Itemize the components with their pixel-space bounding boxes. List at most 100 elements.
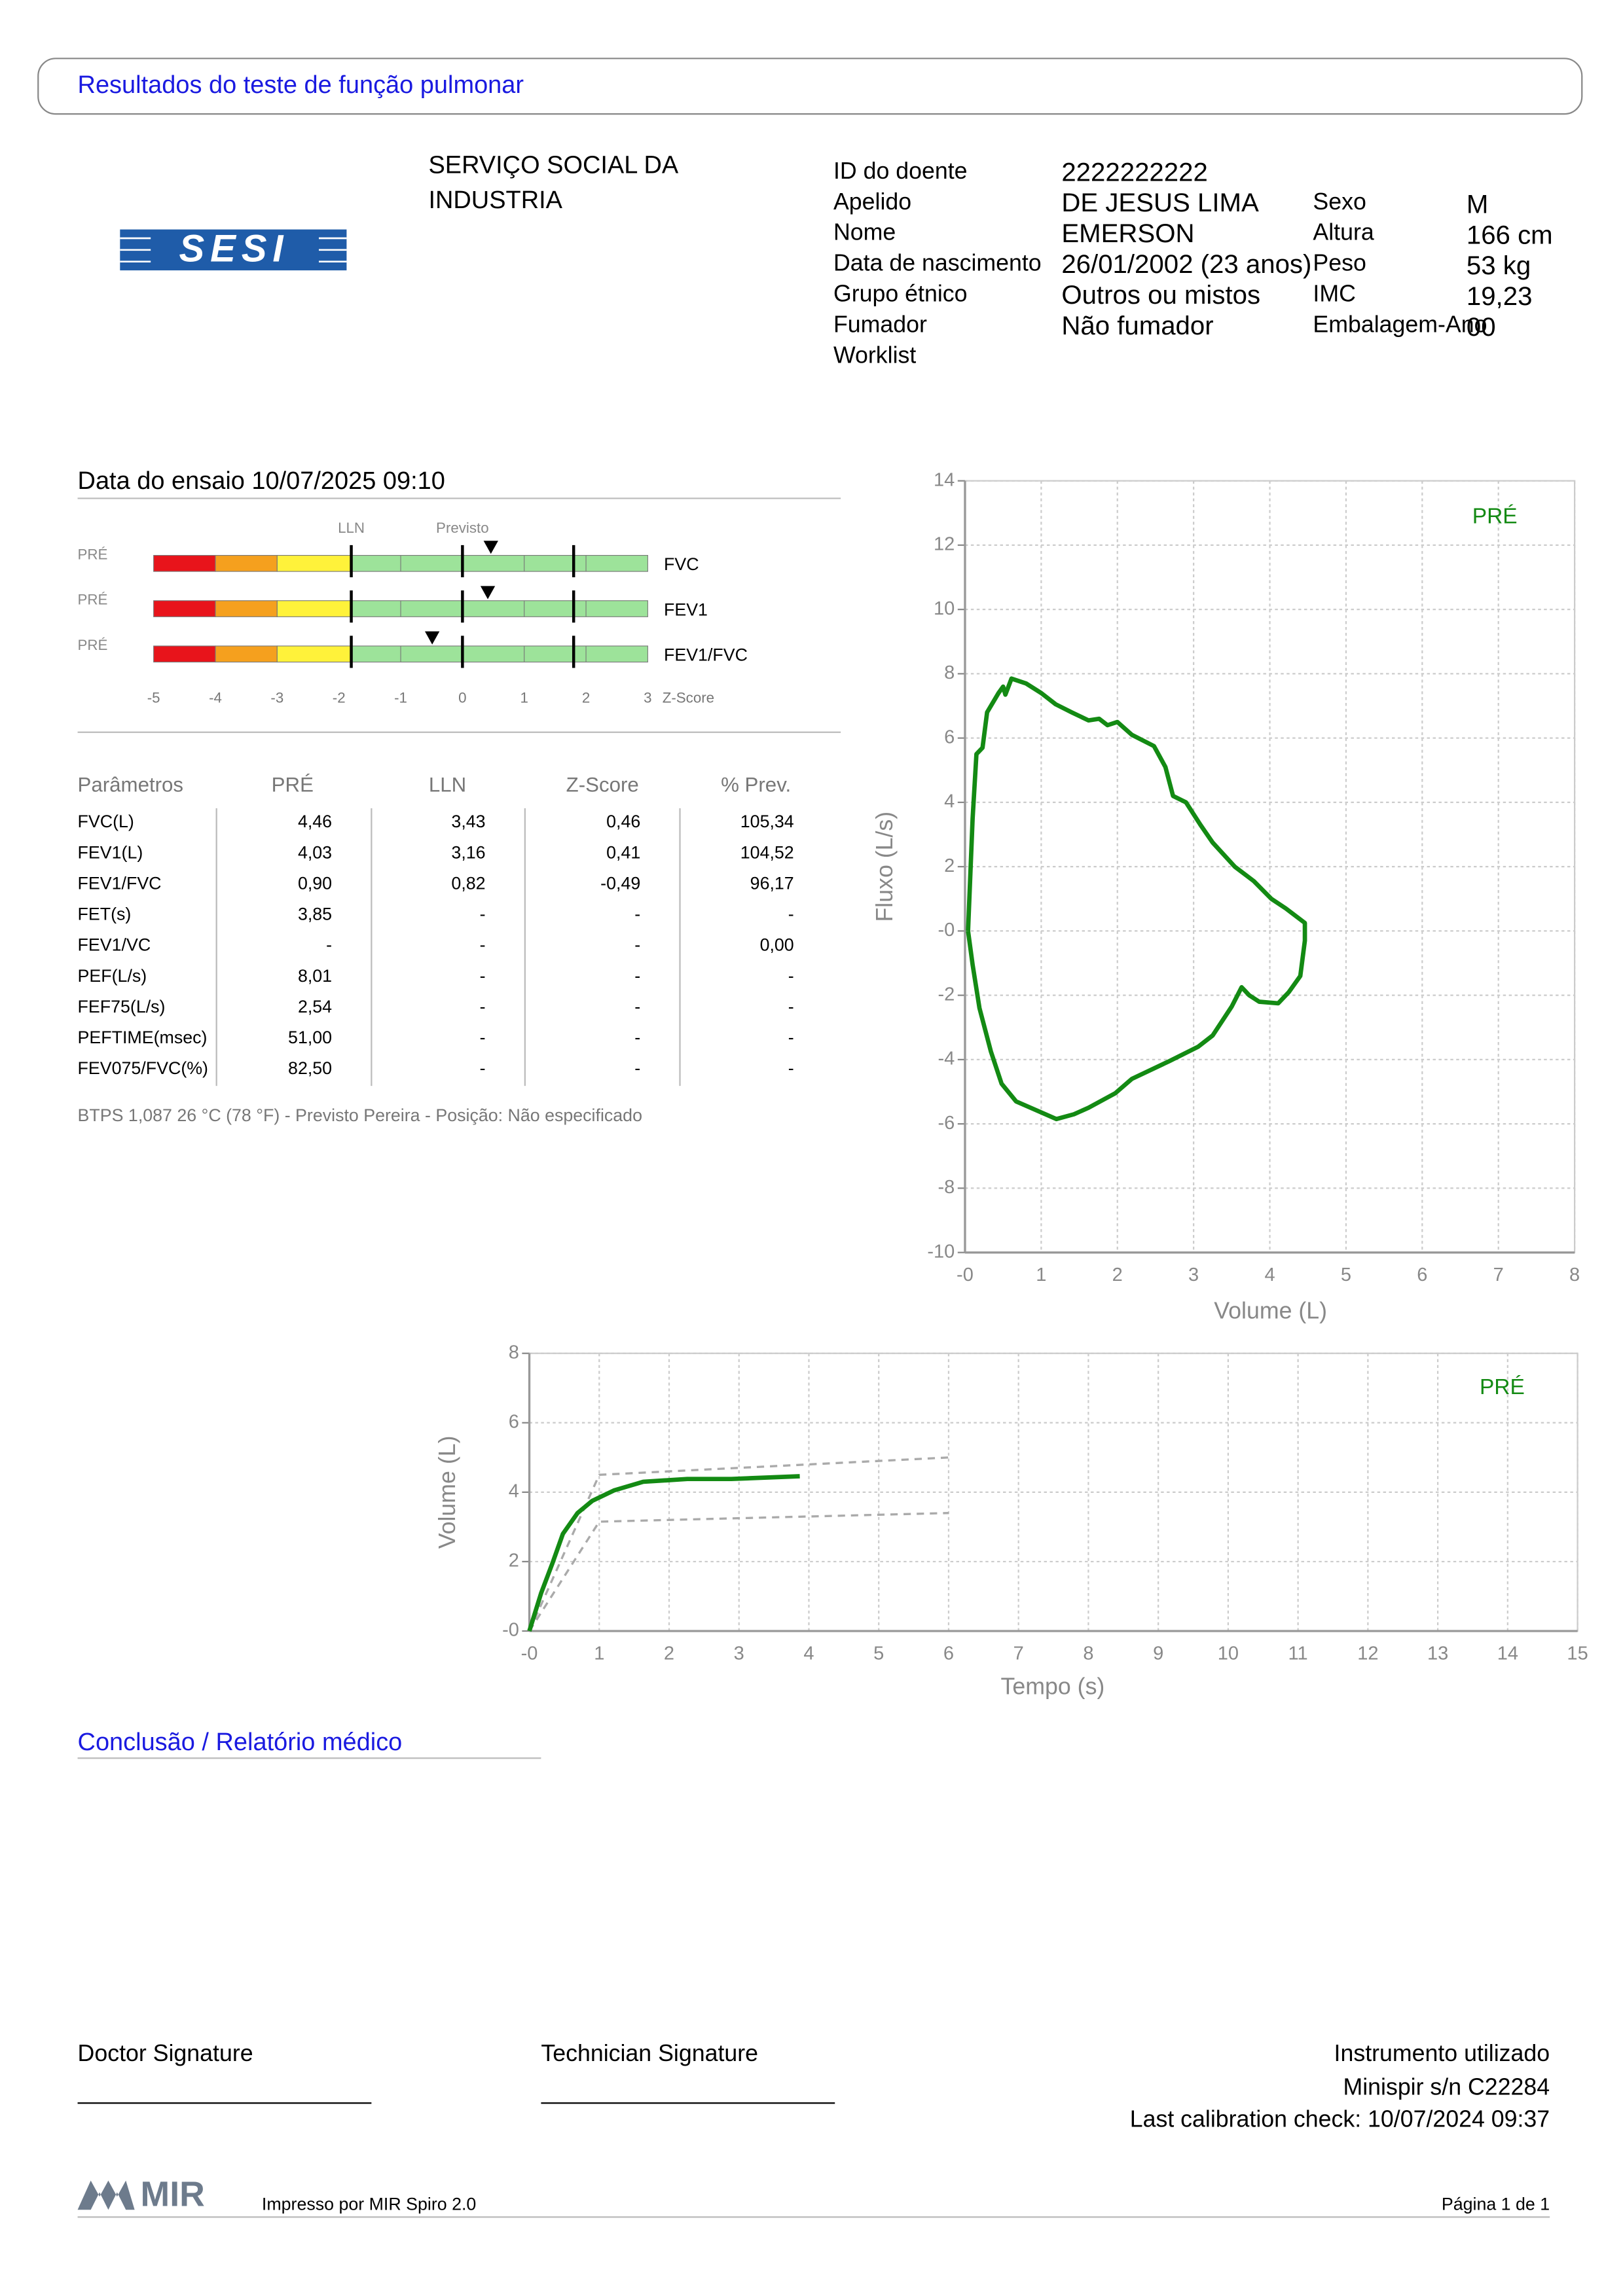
series-line xyxy=(966,676,1307,1122)
z-band xyxy=(215,645,278,663)
x-tick-label: -0 xyxy=(957,1265,974,1285)
signature-label: Doctor Signature xyxy=(78,2040,253,2066)
z-tick-label: -5 xyxy=(147,689,160,706)
z-band xyxy=(276,554,352,572)
institution-name: SERVIÇO SOCIAL DA xyxy=(428,152,678,179)
legend-entry: PRÉ xyxy=(1472,504,1518,528)
logo-mark xyxy=(77,2180,135,2210)
patient-info: ID do doente 2222222222 Apelido DE JESUS LI… xyxy=(833,157,1553,368)
patient-value: 00 xyxy=(1467,312,1496,342)
x-tick-label: 4 xyxy=(803,1643,814,1664)
mir-logo: MIR xyxy=(77,2174,205,2214)
z-band xyxy=(153,645,216,663)
x-tick-label: 3 xyxy=(1188,1265,1199,1285)
patient-value: DE JESUS LIMA xyxy=(1061,188,1259,217)
table-cell: - xyxy=(480,966,486,986)
y-tick-label: -4 xyxy=(938,1049,955,1069)
series-line xyxy=(528,1456,949,1632)
z-tick-label: 1 xyxy=(520,689,528,706)
patient-value: EMERSON xyxy=(1061,219,1194,248)
table-cell: 3,16 xyxy=(451,842,485,862)
patient-value: M xyxy=(1467,189,1488,219)
z-band xyxy=(351,554,648,572)
x-tick-label: 9 xyxy=(1153,1643,1163,1664)
x-tick-label: 10 xyxy=(1218,1643,1239,1664)
y-tick-label: -2 xyxy=(938,984,955,1005)
phase-label: PRÉ xyxy=(78,546,108,562)
x-tick-label: 7 xyxy=(1493,1265,1504,1285)
patient-label: Worklist xyxy=(833,342,916,368)
patient-label: Apelido xyxy=(833,188,911,215)
instrument-line: Instrumento utilizado xyxy=(1334,2040,1550,2066)
flow-volume-chart: -0 1 2 3 4 5 6 7 8-10-8-6-4-2-02468101214Volume … xyxy=(871,469,1580,1323)
institution-name: INDUSTRIA xyxy=(428,187,562,214)
y-tick-label: 8 xyxy=(509,1342,519,1363)
logo-text: SESI xyxy=(179,227,289,270)
z-band xyxy=(153,600,216,617)
table-cell: - xyxy=(634,997,640,1016)
y-tick-label: 2 xyxy=(944,855,955,876)
conclusion-title: Conclusão / Relatório médico xyxy=(78,1729,403,1756)
header-box xyxy=(37,58,1583,115)
x-tick-label: 13 xyxy=(1427,1643,1448,1664)
table-cell: PEF(L/s) xyxy=(78,966,147,986)
series-line xyxy=(527,1474,800,1632)
table-cell: 0,41 xyxy=(606,842,640,862)
table-cell: 82,50 xyxy=(288,1058,332,1078)
table-cell: FEV1(L) xyxy=(78,842,143,862)
table-cell: PEFTIME(msec) xyxy=(78,1028,208,1047)
y-tick-label: 10 xyxy=(934,598,955,619)
table-cell: - xyxy=(788,966,794,986)
z-tick-label: -2 xyxy=(333,689,346,706)
y-tick-label: -0 xyxy=(502,1620,519,1641)
table-cell: 51,00 xyxy=(288,1028,332,1047)
y-tick-label: 6 xyxy=(509,1411,519,1432)
column-header: LLN xyxy=(429,774,466,797)
y-axis-label: Volume (L) xyxy=(434,1436,460,1549)
pred-label: Previsto xyxy=(436,520,489,536)
x-tick-label: 8 xyxy=(1083,1643,1093,1664)
phase-label: PRÉ xyxy=(78,637,108,653)
x-tick-label: 8 xyxy=(1569,1265,1580,1285)
z-band xyxy=(276,600,352,617)
logo-text-back xyxy=(151,232,319,268)
z-marker xyxy=(480,586,496,600)
table-cell: 96,17 xyxy=(750,873,794,893)
parameters-table: Parâmetros PRÉ LLN Z-Score % Prev. FVC(L) 4,46… xyxy=(78,774,794,1086)
z-tick-label: -3 xyxy=(270,689,283,706)
z-tick-label: 3 xyxy=(644,689,651,706)
y-tick-label: -8 xyxy=(938,1177,955,1198)
table-cell: - xyxy=(634,966,640,986)
x-tick-label: 5 xyxy=(1341,1265,1351,1285)
x-tick-label: 2 xyxy=(1112,1265,1123,1285)
table-cell: 3,43 xyxy=(451,812,485,831)
z-marker xyxy=(424,631,440,645)
table-cell: FEF75(L/s) xyxy=(78,997,166,1016)
zscore-panel: LLN Previsto PRÉ FVC PRÉ FEV1 PRÉ FEV1/FVC -5 -4 -… xyxy=(78,520,748,706)
lln-label: LLN xyxy=(338,520,365,536)
printed-by: Impresso por MIR Spiro 2.0 xyxy=(262,2195,476,2214)
page-number: Página 1 de 1 xyxy=(1442,2195,1550,2214)
table-cell: 8,01 xyxy=(298,966,332,986)
table-cell: - xyxy=(634,1028,640,1047)
sesi-logo: SESI xyxy=(120,227,347,271)
x-axis-label: Tempo (s) xyxy=(1001,1674,1105,1700)
patient-value: 2222222222 xyxy=(1061,157,1208,187)
patient-value: 26/01/2002 (23 anos) xyxy=(1061,249,1311,279)
table-cell: - xyxy=(480,997,486,1016)
param-label: FEV1/FVC xyxy=(664,645,748,665)
table-cell: 2,54 xyxy=(298,997,332,1016)
x-axis-label: Volume (L) xyxy=(1214,1298,1327,1324)
z-tick-label: -4 xyxy=(209,689,222,706)
x-tick-label: 6 xyxy=(1417,1265,1427,1285)
z-band xyxy=(215,554,278,572)
y-tick-label: 4 xyxy=(944,791,955,812)
z-band xyxy=(215,600,278,617)
y-tick-label: -6 xyxy=(938,1113,955,1134)
table-cell: - xyxy=(480,935,486,955)
patient-label: Peso xyxy=(1313,250,1366,276)
x-tick-label: 3 xyxy=(734,1643,744,1664)
table-cell: 4,46 xyxy=(298,812,332,831)
table-cell: 0,90 xyxy=(298,873,332,893)
